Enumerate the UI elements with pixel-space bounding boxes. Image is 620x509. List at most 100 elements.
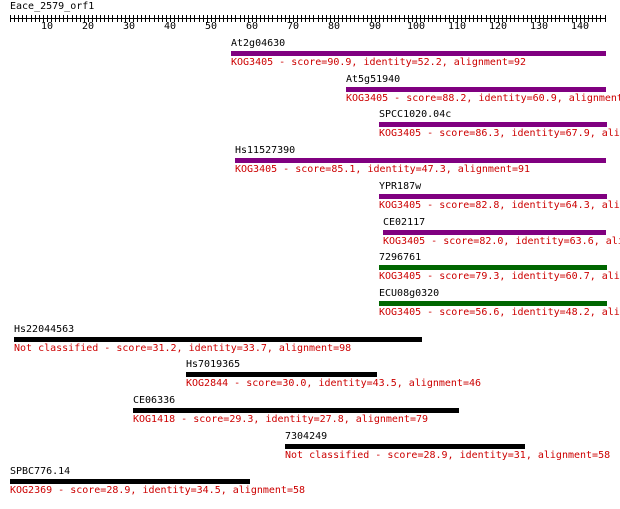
ruler-tick [559,15,560,22]
hit-name[interactable]: At5g51940 [346,74,401,85]
ruler-tick [547,15,548,22]
ruler-tick [211,15,212,22]
ruler-tick [596,15,597,22]
ruler-tick [309,15,310,22]
hit-description[interactable]: Not classified - score=28.9, identity=31… [285,450,611,461]
ruler-tick [235,15,236,22]
ruler-tick [445,15,446,22]
ruler-tick [182,15,183,22]
hit-description[interactable]: KOG3405 - score=82.8, identity=64.3, ali… [379,200,620,211]
ruler-tick [490,15,491,22]
hit-name[interactable]: ECU08g0320 [379,288,440,299]
ruler-tick [494,15,495,22]
hit-name[interactable]: CE06336 [133,395,176,406]
hit-name[interactable]: Hs22044563 [14,324,75,335]
hit-alignment-bar[interactable] [235,158,606,163]
ruler-tick [43,15,44,22]
hit-name[interactable]: Hs11527390 [235,145,296,156]
ruler-tick [461,15,462,22]
ruler-tick-label: 140 [570,21,590,32]
ruler-tick [268,15,269,22]
hit-name[interactable]: 7304249 [285,431,328,442]
hit-alignment-bar[interactable] [346,87,606,92]
ruler-tick [149,15,150,22]
hit-description[interactable]: Not classified - score=31.2, identity=33… [14,343,352,354]
hit-description[interactable]: KOG3405 - score=88.2, identity=60.9, ali… [346,93,620,104]
ruler-tick [346,15,347,22]
ruler-tick [404,15,405,22]
hit-name[interactable]: CE02117 [383,217,426,228]
ruler-tick [313,15,314,22]
ruler-tick [35,15,36,22]
ruler-tick [453,15,454,22]
ruler-tick-label: 60 [245,21,259,32]
ruler-tick-label: 40 [163,21,177,32]
hit-alignment-bar[interactable] [231,51,606,56]
ruler-tick [47,15,48,22]
hit-alignment-bar[interactable] [379,194,607,199]
hit-name[interactable]: SPBC776.14 [10,466,71,477]
hit-name[interactable]: SPCC1020.04c [379,109,452,120]
hit-name[interactable]: At2g04630 [231,38,286,49]
hit-name[interactable]: 7296761 [379,252,422,263]
ruler-tick [330,15,331,22]
hit-description[interactable]: KOG3405 - score=56.6, identity=48.2, ali… [379,307,620,318]
ruler-tick [199,15,200,22]
ruler-tick [72,15,73,22]
ruler-tick [301,15,302,22]
ruler-tick [244,15,245,22]
ruler-tick [203,15,204,22]
ruler-tick [281,15,282,22]
hit-alignment-bar[interactable] [133,408,459,413]
ruler-tick [174,15,175,22]
ruler-tick [420,15,421,22]
ruler-tick [272,15,273,22]
ruler-tick [10,15,11,22]
hit-description[interactable]: KOG3405 - score=90.9, identity=52.2, ali… [231,57,527,68]
hit-description[interactable]: KOG3405 - score=82.0, identity=63.6, ali… [383,236,620,247]
hit-alignment-bar[interactable] [186,372,377,377]
ruler-tick [506,15,507,22]
ruler-axis-line [10,18,606,19]
hit-alignment-bar[interactable] [10,479,250,484]
ruler-tick [297,15,298,22]
hit-description[interactable]: KOG3405 - score=86.3, identity=67.9, ali… [379,128,620,139]
ruler-tick [387,15,388,22]
ruler-tick [473,15,474,22]
ruler-tick [535,15,536,22]
ruler-tick [564,15,565,22]
ruler-tick [219,15,220,22]
ruler-tick [145,15,146,22]
hit-alignment-bar[interactable] [14,337,422,342]
ruler-tick [481,15,482,22]
ruler-tick-label: 20 [81,21,95,32]
ruler-tick [600,15,601,22]
ruler-tick [572,15,573,22]
hit-description[interactable]: KOG2369 - score=28.9, identity=34.5, ali… [10,485,306,496]
ruler-tick [580,15,581,22]
hit-name[interactable]: Hs7019365 [186,359,241,370]
ruler-tick [592,15,593,22]
hit-alignment-bar[interactable] [379,265,607,270]
hit-name[interactable]: YPR187w [379,181,422,192]
ruler-tick [510,15,511,22]
hit-alignment-bar[interactable] [285,444,525,449]
ruler-tick [576,15,577,22]
hit-description[interactable]: KOG3405 - score=85.1, identity=47.3, ali… [235,164,531,175]
hit-description[interactable]: KOG1418 - score=29.3, identity=27.8, ali… [133,414,429,425]
ruler-tick [248,15,249,22]
ruler-tick [457,15,458,22]
hit-alignment-bar[interactable] [379,301,607,306]
hit-alignment-bar[interactable] [383,230,606,235]
hit-description[interactable]: KOG3405 - score=79.3, identity=60.7, ali… [379,271,620,282]
ruler-tick [416,15,417,22]
ruler-tick [555,15,556,22]
ruler-tick [264,15,265,22]
hit-alignment-bar[interactable] [379,122,607,127]
ruler-tick [412,15,413,22]
hit-description[interactable]: KOG2844 - score=30.0, identity=43.5, ali… [186,378,482,389]
ruler-tick [588,15,589,22]
ruler-tick [322,15,323,22]
ruler-tick [371,15,372,22]
ruler-tick [96,15,97,22]
